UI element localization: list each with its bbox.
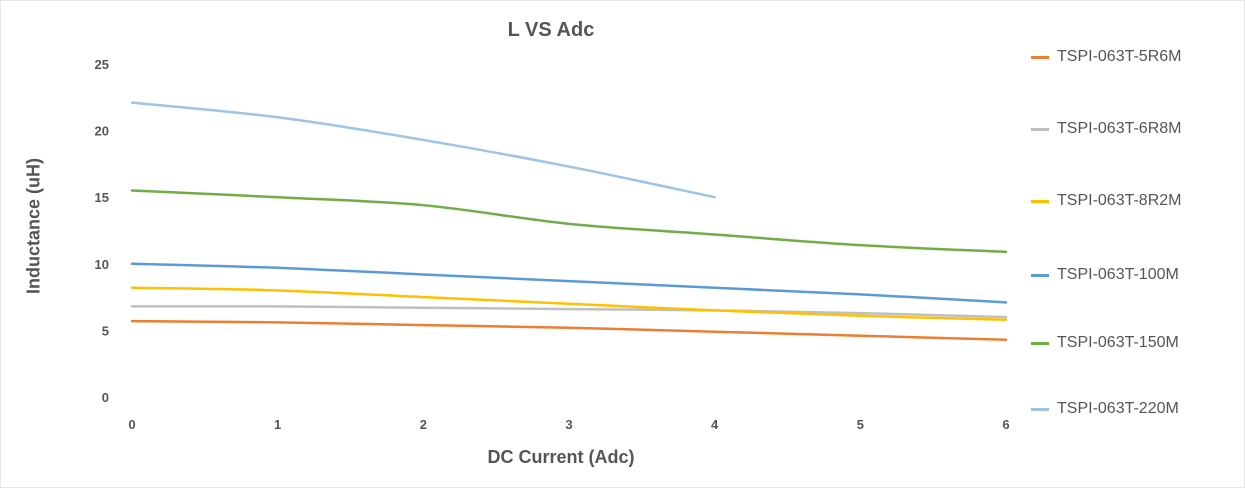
chart-title: L VS Adc (507, 19, 595, 41)
y-tick-label: 25 (95, 57, 109, 72)
series-line-tspi-063t-150m (130, 189, 1008, 254)
y-tick-label: 5 (102, 323, 109, 338)
series-line-tspi-063t-5r6m (130, 319, 1008, 341)
series-line-tspi-063t-6r8m (130, 305, 1008, 319)
legend-swatch (1031, 55, 1049, 59)
legend-swatch (1031, 407, 1049, 411)
legend-item: TSPI-063T-8R2M (1031, 189, 1181, 213)
legend-swatch (1031, 273, 1049, 277)
x-tick-label: 6 (1002, 417, 1009, 432)
x-axis-label: DC Current (Adc) (487, 447, 635, 467)
y-tick-labels: 0 5 10 15 20 25 (95, 57, 109, 405)
series-line-tspi-063t-8r2m (130, 286, 1008, 321)
x-tick-label: 5 (857, 417, 864, 432)
series-line-tspi-063t-220m (130, 101, 716, 199)
x-tick-label: 4 (711, 417, 719, 432)
legend-item: TSPI-063T-150M (1031, 331, 1179, 355)
series-lines (130, 101, 1008, 341)
legend-swatch (1031, 127, 1049, 131)
y-tick-label: 15 (95, 190, 109, 205)
legend-label: TSPI-063T-8R2M (1057, 192, 1182, 209)
legend-label: TSPI-063T-100M (1057, 266, 1179, 283)
x-tick-label: 2 (420, 417, 427, 432)
legend-swatch (1031, 341, 1049, 345)
legend-swatch (1031, 199, 1049, 203)
legend-item: TSPI-063T-100M (1031, 263, 1179, 287)
y-tick-label: 20 (95, 124, 109, 139)
legend-item: TSPI-063T-6R8M (1031, 117, 1181, 141)
legend-label: TSPI-063T-5R6M (1057, 48, 1182, 65)
y-tick-label: 10 (95, 257, 109, 272)
x-tick-labels: 0 1 2 3 4 5 6 (128, 417, 1009, 432)
x-tick-label: 3 (565, 417, 572, 432)
x-tick-label: 1 (274, 417, 281, 432)
legend-label: TSPI-063T-6R8M (1057, 120, 1182, 137)
y-tick-label: 0 (102, 390, 109, 405)
legend-item: TSPI-063T-220M (1031, 397, 1179, 421)
x-tick-label: 0 (128, 417, 135, 432)
legend-label: TSPI-063T-150M (1057, 334, 1179, 351)
legend-label: TSPI-063T-220M (1057, 400, 1179, 417)
series-line-tspi-063t-100m (130, 262, 1008, 304)
legend-item: TSPI-063T-5R6M (1031, 45, 1181, 69)
